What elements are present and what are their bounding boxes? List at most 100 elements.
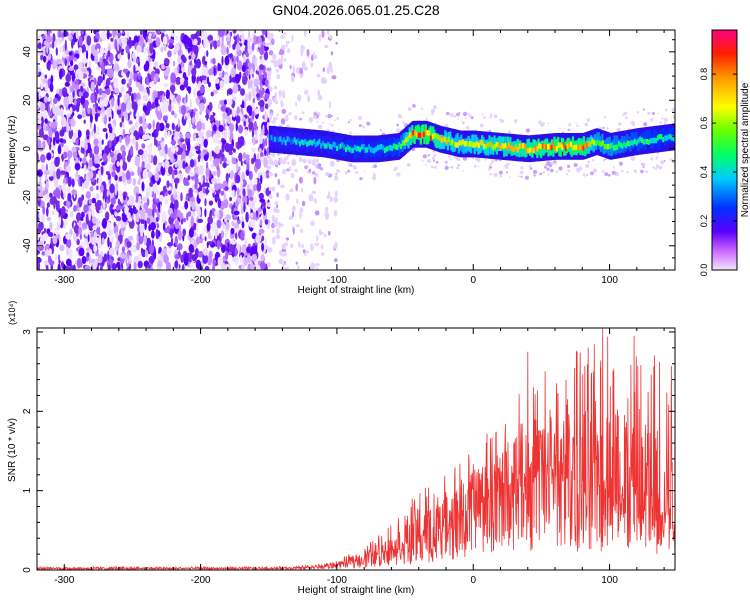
noise-speck (80, 86, 84, 93)
trace-mid (471, 134, 474, 149)
noise-speck (43, 96, 49, 103)
halo-speck (544, 165, 547, 169)
noise-speck (56, 58, 62, 65)
halo-speck (483, 116, 486, 119)
noise-speck (184, 200, 189, 210)
noise-speck (80, 95, 86, 105)
sparse-speck (286, 116, 289, 122)
noise-speck (174, 260, 179, 269)
noise-speck (140, 209, 146, 220)
trace-mid (657, 135, 660, 149)
noise-speck (211, 163, 215, 168)
noise-speck (143, 46, 147, 55)
noise-speck (83, 164, 87, 173)
halo-speck (575, 122, 577, 124)
halo-speck (449, 113, 454, 117)
noise-speck (232, 43, 236, 50)
noise-speck (97, 254, 103, 264)
noise-speck (40, 73, 45, 80)
noise-speck (170, 140, 177, 145)
trace-core (481, 140, 484, 146)
noise-speck (94, 102, 99, 113)
halo-speck (530, 167, 533, 170)
noise-speck (115, 136, 120, 143)
noise-speck (159, 93, 162, 103)
noise-speck (62, 87, 67, 92)
trace-mid (427, 130, 430, 144)
noise-speck (261, 128, 265, 136)
trace-core (671, 135, 673, 141)
noise-speck (171, 169, 175, 180)
halo-speck (422, 154, 427, 159)
halo-speck (558, 127, 561, 130)
trace-mid (412, 129, 415, 143)
halo-speck (659, 121, 662, 124)
halo-speck (453, 114, 457, 118)
noise-speck (236, 33, 240, 44)
noise-speck (197, 138, 203, 145)
sparse-speck (300, 188, 304, 193)
noise-speck (189, 159, 195, 168)
trace-mid (357, 145, 360, 159)
noise-speck (174, 219, 180, 230)
trace-core (391, 145, 393, 151)
trace-core (472, 142, 475, 148)
noise-speck (242, 76, 248, 85)
trace-core (538, 143, 541, 149)
noise-speck (44, 118, 48, 124)
trace-core (639, 136, 642, 142)
sparse-speck (335, 41, 338, 45)
noise-speck (201, 30, 208, 41)
halo-speck (573, 162, 578, 168)
noise-speck (145, 237, 152, 248)
sparse-speck (317, 89, 321, 97)
trace-core (525, 147, 528, 153)
noise-speck (92, 49, 99, 57)
sparse-speck (274, 173, 278, 178)
trace-core (529, 147, 532, 153)
sparse-speck (297, 265, 300, 270)
sparse-speck (308, 194, 314, 202)
noise-speck (142, 116, 146, 124)
trace-mid (439, 135, 442, 150)
sparse-speck (289, 188, 294, 193)
halo-speck (627, 127, 630, 130)
halo-speck (587, 160, 590, 164)
noise-speck (110, 37, 114, 42)
trace-core (368, 144, 370, 150)
trace-mid (499, 136, 502, 150)
trace-core (621, 143, 624, 149)
trace-mid (462, 140, 465, 155)
noise-speck (261, 235, 265, 242)
noise-speck (37, 42, 42, 50)
noise-speck (241, 244, 248, 255)
halo-speck (490, 163, 493, 166)
noise-speck (68, 66, 74, 72)
noise-speck (199, 238, 203, 244)
trace-core (389, 145, 392, 151)
noise-speck (250, 212, 254, 218)
noise-speck (173, 199, 179, 210)
sparse-speck (274, 201, 279, 205)
noise-speck (148, 244, 155, 254)
noise-speck (78, 226, 83, 235)
noise-speck (66, 125, 71, 131)
noise-speck (88, 170, 94, 179)
y-tick-label: 40 (22, 46, 33, 58)
noise-speck (208, 81, 211, 88)
noise-speck (76, 202, 80, 209)
noise-speck (155, 37, 161, 48)
noise-speck (251, 147, 256, 153)
trace-core (568, 142, 571, 148)
sparse-speck (266, 261, 271, 268)
noise-speck (158, 202, 161, 213)
trace-core (649, 138, 652, 144)
noise-speck (208, 101, 213, 112)
noise-speck (81, 67, 88, 73)
halo-speck (449, 158, 452, 161)
noise-speck (237, 219, 241, 224)
y-tick-label: -20 (22, 190, 33, 205)
noise-speck (137, 179, 141, 185)
noise-speck (263, 157, 268, 169)
noise-speck (68, 51, 73, 56)
